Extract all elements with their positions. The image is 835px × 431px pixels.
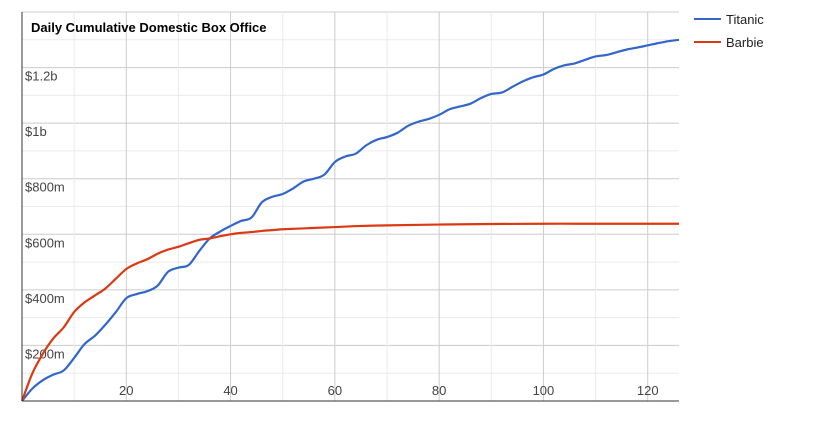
x-tick-label: 100 xyxy=(533,383,555,398)
series-lines xyxy=(20,38,680,402)
x-tick-label: 80 xyxy=(432,383,446,398)
series-line-barbie xyxy=(20,222,679,402)
y-axis-tick-labels: $200m $400m $600m $800m $1b $1.2b xyxy=(25,69,65,362)
y-tick-label: $1b xyxy=(25,124,47,139)
legend-label-titanic[interactable]: Titanic xyxy=(726,12,764,27)
y-tick-label: $1.2b xyxy=(25,69,58,84)
grid-lines xyxy=(22,11,679,401)
x-tick-label: 40 xyxy=(223,383,237,398)
axes xyxy=(21,12,679,402)
legend-label-barbie[interactable]: Barbie xyxy=(726,35,764,50)
y-tick-label: $200m xyxy=(25,346,65,361)
legend: Titanic Barbie xyxy=(694,12,764,50)
series-line-titanic xyxy=(21,38,680,402)
x-tick-label: 120 xyxy=(637,383,659,398)
y-tick-label: $800m xyxy=(25,180,65,195)
chart-title: Daily Cumulative Domestic Box Office xyxy=(31,20,267,35)
x-axis-tick-labels: 20 40 60 80 100 120 xyxy=(119,383,659,398)
y-tick-label: $600m xyxy=(25,235,65,250)
x-tick-label: 60 xyxy=(328,383,342,398)
y-tick-label: $400m xyxy=(25,291,65,306)
x-tick-label: 20 xyxy=(119,383,133,398)
